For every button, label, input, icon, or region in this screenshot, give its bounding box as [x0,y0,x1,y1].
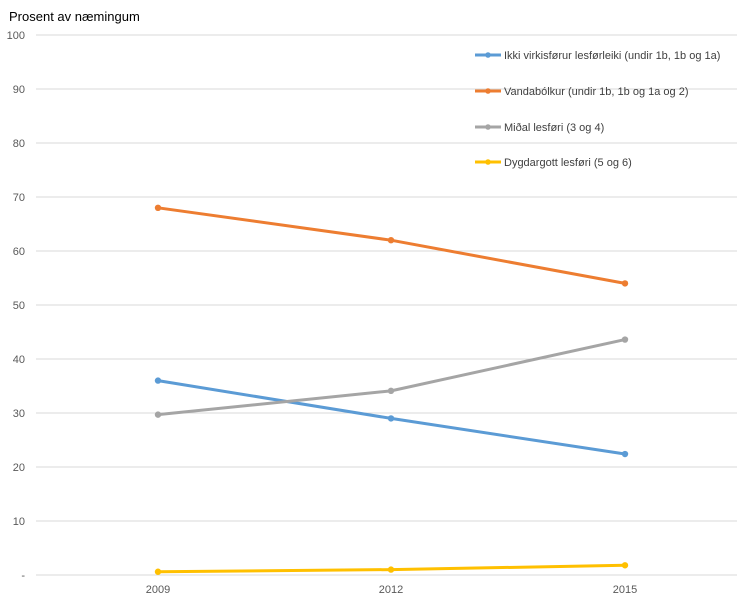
series-lines [154,204,629,575]
gridlines [36,34,737,576]
y-tick-label: 40 [13,354,25,366]
legend-item: Vandabólkur (undir 1b, 1b og 1a og 2) [475,86,688,98]
legend-item: Ikki virkisførur lesførleiki (undir 1b, … [475,50,720,62]
series-line-2 [156,206,627,285]
legend-marker [485,124,491,130]
y-tick-label: 70 [13,192,25,204]
data-point [621,280,629,287]
y-axis-title: Prosent av næmingum [9,9,140,24]
legend-item: Miðal lesføri (3 og 4) [475,122,604,134]
legend-marker [485,159,491,165]
x-tick-labels: 2009 2012 2015 [146,584,637,596]
legend-label: Vandabólkur (undir 1b, 1b og 1a og 2) [504,86,688,98]
data-point [387,415,395,422]
legend-label: Miðal lesføri (3 og 4) [504,122,604,134]
y-tick-label: 10 [13,516,25,528]
y-tick-label: 20 [13,462,25,474]
legend-marker [485,88,491,94]
y-tick-label: 90 [13,84,25,96]
data-point [387,237,395,244]
data-point [621,450,629,458]
legend-marker [485,52,491,58]
legend-item: Dygdargott lesføri (5 og 6) [475,157,632,169]
legend-label: Dygdargott lesføri (5 og 6) [504,157,632,169]
legend: Ikki virkisførur lesførleiki (undir 1b, … [475,50,720,169]
x-tick-label: 2012 [379,584,403,596]
data-point [621,562,629,569]
data-point [154,411,162,418]
x-tick-label: 2015 [613,584,637,596]
y-tick-label: - [21,570,25,582]
data-point [154,568,162,575]
series-line-3 [156,338,627,417]
data-point [154,377,162,384]
data-point [154,204,162,211]
y-tick-label: 80 [13,138,25,150]
legend-label: Ikki virkisførur lesførleiki (undir 1b, … [504,50,720,62]
x-tick-label: 2009 [146,584,170,596]
data-point [387,566,395,573]
data-point [621,336,629,343]
y-tick-label: 60 [13,246,25,258]
data-point [387,387,395,395]
y-tick-labels: - 10 20 30 40 50 60 70 80 90 100 [7,30,26,582]
y-tick-label: 30 [13,408,25,420]
y-tick-label: 100 [7,30,25,42]
y-tick-label: 50 [13,300,25,312]
